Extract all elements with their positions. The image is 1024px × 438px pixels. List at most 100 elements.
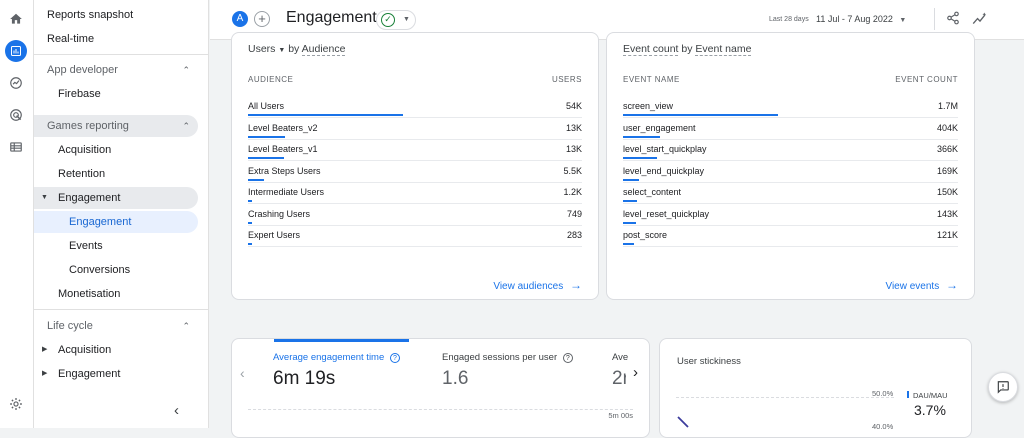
date-range-picker[interactable]: 11 Jul - 7 Aug 2022 ▼ — [816, 14, 906, 24]
row-label: Level Beaters_v1 — [248, 144, 318, 154]
home-icon[interactable] — [5, 8, 27, 30]
event-row[interactable]: screen_view 1.7M — [623, 97, 958, 118]
event-row[interactable]: level_reset_quickplay 143K — [623, 205, 958, 226]
dropdown-arrow-icon: ▼ — [403, 16, 410, 23]
audience-row[interactable]: Level Beaters_v2 13K — [248, 119, 582, 140]
stickiness-line — [677, 416, 689, 428]
feedback-button[interactable] — [988, 372, 1018, 402]
audience-row[interactable]: Level Beaters_v1 13K — [248, 140, 582, 161]
explore-icon[interactable] — [5, 72, 27, 94]
nav-firebase[interactable]: Firebase — [58, 88, 101, 100]
nav-reports-snapshot[interactable]: Reports snapshot — [47, 9, 134, 21]
nav-events[interactable]: Events — [69, 240, 103, 252]
add-comparison-plus-icon[interactable]: + — [254, 11, 270, 27]
row-label: Crashing Users — [248, 208, 311, 219]
insights-icon[interactable] — [972, 11, 988, 30]
help-icon[interactable]: ? — [562, 353, 573, 363]
row-value-bar — [623, 178, 639, 181]
row-label: level_end_quickplay — [623, 165, 705, 176]
chevron-left-icon[interactable]: ‹ — [240, 365, 245, 381]
event-row[interactable]: user_engagement 404K — [623, 119, 958, 140]
reports-icon[interactable] — [5, 40, 27, 62]
advertising-icon[interactable] — [5, 104, 27, 126]
row-value: 121K — [936, 230, 958, 240]
arrow-right-icon: → — [570, 278, 582, 292]
nav-lc-engagement[interactable]: ▶ Engagement — [34, 363, 198, 385]
nav-section-life-cycle[interactable]: Life cycle ⌃ — [34, 315, 198, 337]
row-value-bar — [623, 114, 778, 116]
nav-realtime[interactable]: Real-time — [47, 33, 95, 45]
row-value: 169K — [936, 165, 958, 176]
dimension-selector[interactable]: Event name — [695, 43, 752, 56]
row-value: 404K — [936, 122, 958, 133]
column-header: USERS — [551, 75, 582, 84]
column-header: EVENT NAME — [623, 75, 680, 84]
nav-acquisition[interactable]: Acquisition — [58, 144, 112, 156]
event-row[interactable]: level_end_quickplay 169K — [623, 162, 958, 183]
nav-section-games-reporting[interactable]: Games reporting ⌃ — [34, 115, 198, 137]
metric-selector[interactable]: Event count — [623, 43, 679, 56]
row-label: post_score — [623, 230, 668, 240]
page-title: Engagement — [286, 9, 377, 26]
audience-row[interactable]: All Users 54K — [248, 97, 582, 118]
chevron-right-icon[interactable]: › — [633, 364, 638, 381]
report-status-menu[interactable]: ✓ ▼ — [376, 10, 416, 30]
row-value-bar — [623, 157, 658, 159]
event-row[interactable]: level_start_quickplay 366K — [623, 140, 958, 161]
configure-icon[interactable] — [5, 136, 27, 158]
audience-row[interactable]: Extra Steps Users 5.5K — [248, 162, 582, 183]
nav-section-label: Games reporting — [47, 120, 129, 132]
collapse-nav-chevron-icon[interactable]: ‹ — [174, 402, 179, 419]
dimension-selector[interactable]: Audience — [301, 43, 346, 56]
nav-section-app-developer[interactable]: App developer ⌃ — [34, 59, 198, 81]
stickiness-value: 3.7% — [914, 402, 946, 418]
event-row[interactable]: select_content 150K — [623, 183, 958, 204]
audience-row[interactable]: Crashing Users 749 — [248, 205, 582, 226]
share-icon[interactable] — [946, 11, 960, 30]
date-range-caption: Last 28 days — [769, 16, 809, 23]
chevron-up-icon: ⌃ — [182, 321, 190, 331]
audience-row[interactable]: Intermediate Users 1.2K — [248, 183, 582, 204]
nav-section-label: App developer — [47, 64, 118, 76]
metric-tab-partial[interactable]: Ave — [612, 352, 628, 363]
chart-gridline — [676, 397, 894, 398]
row-label: Extra Steps Users — [248, 165, 321, 176]
view-events-link[interactable]: View events → — [885, 278, 958, 292]
column-header: EVENT COUNT — [895, 75, 958, 84]
row-label: level_reset_quickplay — [623, 208, 710, 219]
row-value-bar — [623, 200, 637, 202]
event-row[interactable]: post_score 121K — [623, 226, 958, 247]
nav-retention[interactable]: Retention — [58, 168, 106, 180]
table-header: EVENT NAME EVENT COUNT — [623, 75, 958, 84]
row-label: All Users — [248, 101, 285, 111]
audience-row[interactable]: Expert Users 283 — [248, 226, 582, 247]
feedback-icon — [997, 381, 1009, 394]
event-count-card: Event count by Event name EVENT NAME EVE… — [606, 32, 975, 300]
nav-engagement[interactable]: ▼ Engagement — [34, 187, 198, 209]
comparison-avatar[interactable]: A — [232, 11, 248, 27]
nav-lc-acquisition[interactable]: ▶ Acquisition — [34, 339, 198, 361]
caret-down-icon: ▼ — [41, 194, 48, 201]
settings-gear-icon[interactable] — [5, 393, 27, 415]
row-label: Expert Users — [248, 230, 301, 240]
row-label: Intermediate Users — [248, 187, 325, 197]
metric-selector[interactable]: Users ▼ — [248, 43, 285, 55]
nav-divider — [34, 54, 209, 55]
metric-tab-avg-engagement-time[interactable]: Average engagement time ? — [273, 352, 400, 363]
help-icon[interactable]: ? — [389, 353, 400, 363]
nav-monetisation[interactable]: Monetisation — [58, 288, 121, 300]
selected-metric-indicator — [274, 339, 409, 342]
nav-conversions[interactable]: Conversions — [69, 264, 131, 276]
nav-engagement-overview[interactable]: Engagement — [34, 211, 198, 233]
row-value: 283 — [566, 230, 582, 240]
metric-label: Engaged sessions per user — [442, 352, 558, 363]
view-audiences-link[interactable]: View audiences → — [493, 278, 582, 292]
card-title: Users ▼ by Audience — [248, 43, 346, 56]
legend-entry: DAU/MAU — [907, 391, 948, 400]
metric-tab-engaged-sessions[interactable]: Engaged sessions per user ? — [442, 352, 573, 363]
metric-value: 1.6 — [442, 368, 469, 389]
row-label: select_content — [623, 187, 682, 197]
row-value-bar — [248, 135, 286, 138]
chevron-up-icon: ⌃ — [182, 65, 190, 75]
row-value: 1.2K — [563, 187, 582, 197]
